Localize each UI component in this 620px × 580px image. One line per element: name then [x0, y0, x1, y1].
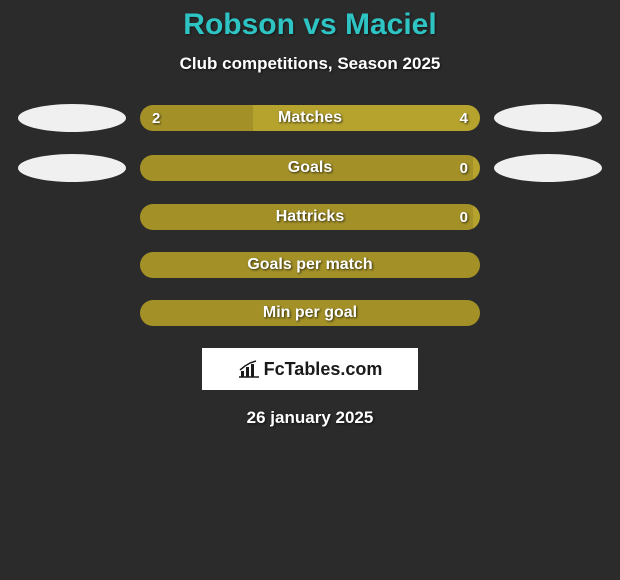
logo-text: FcTables.com [238, 359, 383, 380]
bar-chart-icon [238, 360, 260, 378]
date-text: 26 january 2025 [0, 408, 620, 428]
stat-row: Goals per match [0, 252, 620, 278]
stat-bar: 24Matches [140, 105, 480, 131]
logo-box[interactable]: FcTables.com [202, 348, 418, 390]
subtitle: Club competitions, Season 2025 [0, 54, 620, 74]
stat-row: 24Matches [0, 104, 620, 132]
stat-row: 0Hattricks [0, 204, 620, 230]
stat-row: Min per goal [0, 300, 620, 326]
stat-rows: 24Matches 0Goals 0Hattricks Goals per match… [0, 104, 620, 326]
stat-label: Hattricks [140, 204, 480, 230]
right-player-marker [494, 154, 602, 182]
stat-row: 0Goals [0, 154, 620, 182]
page-title: Robson vs Maciel [0, 8, 620, 42]
stat-label: Min per goal [140, 300, 480, 326]
stat-label: Matches [140, 105, 480, 131]
logo-label: FcTables.com [264, 359, 383, 380]
stat-bar: Min per goal [140, 300, 480, 326]
stat-label: Goals per match [140, 252, 480, 278]
stat-label: Goals [140, 155, 480, 181]
comparison-widget: Robson vs Maciel Club competitions, Seas… [0, 0, 620, 580]
right-player-marker [494, 104, 602, 132]
stat-bar: Goals per match [140, 252, 480, 278]
left-player-marker [18, 104, 126, 132]
left-player-marker [18, 154, 126, 182]
stat-bar: 0Hattricks [140, 204, 480, 230]
stat-bar: 0Goals [140, 155, 480, 181]
